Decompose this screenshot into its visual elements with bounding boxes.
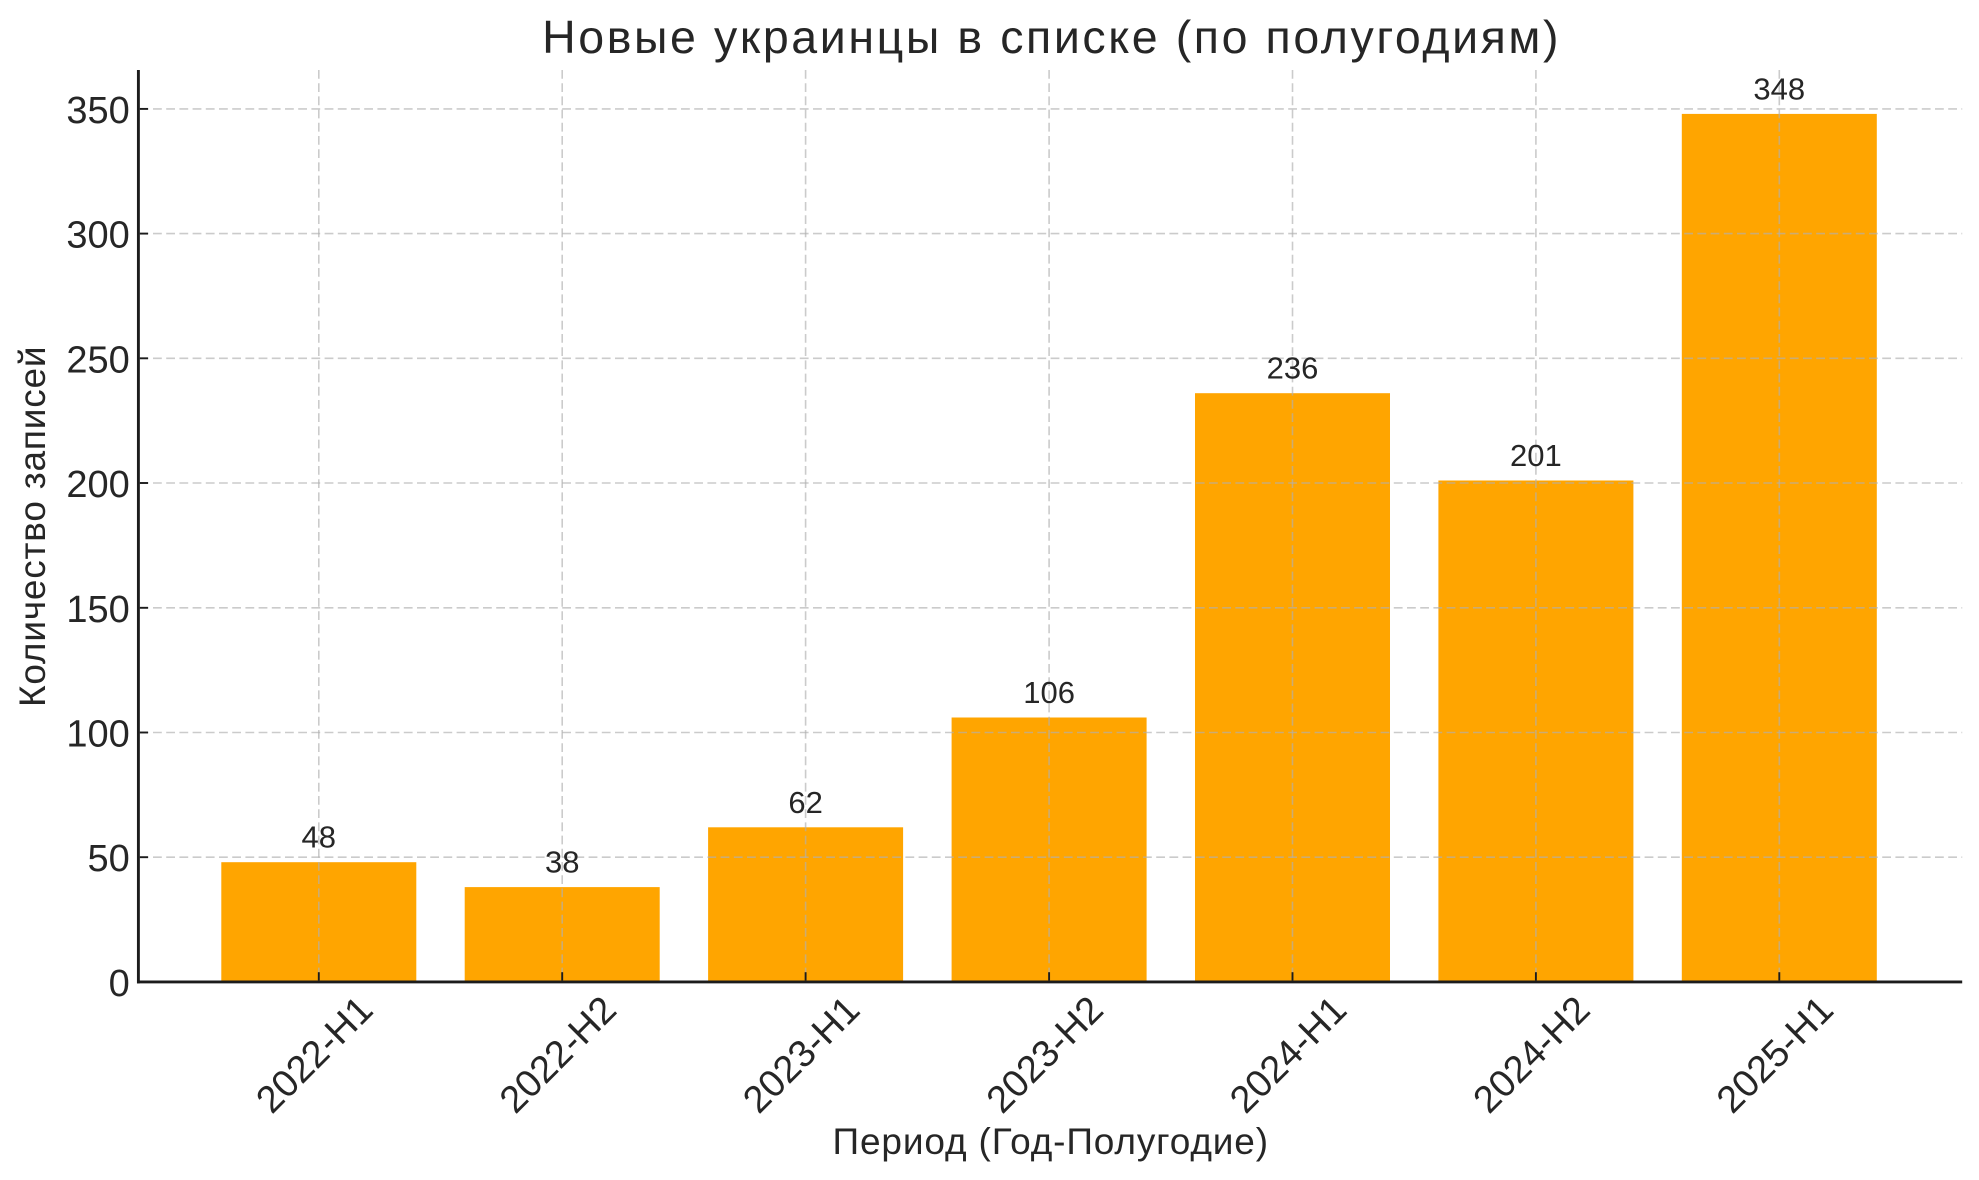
svg-text:348: 348	[1753, 71, 1805, 106]
svg-text:200: 200	[66, 464, 129, 506]
svg-text:100: 100	[66, 714, 129, 756]
svg-text:300: 300	[66, 215, 129, 257]
svg-text:0: 0	[109, 963, 130, 1005]
svg-text:Новые украинцы в списке (по по: Новые украинцы в списке (по полугодиям)	[542, 11, 1561, 63]
svg-text:Период (Год-Полугодие): Период (Год-Полугодие)	[833, 1121, 1269, 1162]
svg-text:150: 150	[66, 589, 129, 631]
svg-text:Количество записей: Количество записей	[12, 346, 53, 707]
svg-text:250: 250	[66, 339, 129, 381]
svg-text:38: 38	[545, 845, 579, 880]
svg-text:236: 236	[1267, 351, 1319, 386]
svg-text:50: 50	[88, 838, 130, 880]
svg-text:350: 350	[66, 90, 129, 132]
svg-text:106: 106	[1023, 675, 1075, 710]
svg-text:48: 48	[302, 820, 336, 855]
svg-text:201: 201	[1510, 438, 1562, 473]
svg-text:62: 62	[788, 785, 822, 820]
